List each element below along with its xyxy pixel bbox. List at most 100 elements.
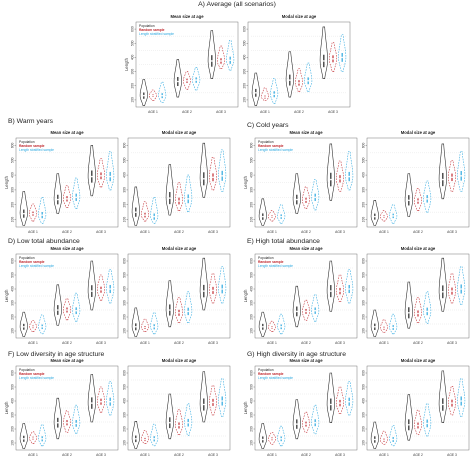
scenario-C-mean-age3-violin-random-median (339, 177, 341, 180)
scenario-E-mean-ytick-label: 200 (250, 314, 254, 320)
scenario-D-modal-frame (127, 253, 231, 339)
panel-title-modal: Modal size at age (282, 14, 317, 19)
scenario-D-mean-age3-violin-population (87, 260, 96, 311)
scenario-C-modal-xtick-label: AGE 3 (447, 230, 457, 234)
scenario-B-mean-ytick-label: 600 (11, 143, 15, 149)
scenario-A-mean-age1-violin-random (149, 89, 157, 101)
scenario-F-modal-ytick-label: 400 (123, 398, 127, 404)
scenario-B-modal-age2-violin-stratified-median (187, 198, 189, 200)
scenario-C-modal-age2-violin-stratified (423, 180, 432, 213)
scenario-C-modal-ytick-label: 600 (362, 143, 366, 149)
scenario-A-modal-age1-violin-random-median (264, 96, 266, 98)
scenario-D-mean-age3-violin-stratified-median (109, 288, 111, 290)
scenario-C-modal-xtick-label: AGE 1 (379, 230, 389, 234)
scenario-F-modal-age3-violin-population (199, 371, 208, 423)
y-axis-label: Length (4, 289, 9, 302)
scenario-C-modal-age2-violin-population-median (408, 199, 410, 202)
scenario-C-modal-age2-violin-population (404, 173, 413, 217)
scenario-A-modal-xtick-label: AGE 1 (260, 110, 270, 114)
scenario-B-mean-ytick-label: 200 (11, 202, 15, 208)
scenario-B-mean-age3-violin-stratified-median (109, 175, 111, 178)
scenario-A-mean-age3-violin-stratified (226, 40, 235, 71)
scenario-G-mean-age2-violin-stratified (311, 404, 320, 435)
scenario-C-mean-age3-violin-population (326, 143, 335, 201)
scenario-C-mean-age3-violin-population-median (330, 178, 332, 181)
scenario-G-modal-age1-violin-random-median (383, 439, 385, 442)
scenario-E-modal-ytick-label: 300 (362, 300, 366, 306)
scenario-B-mean-age2-violin-population-median (57, 198, 59, 201)
scenario-F-mean-ytick-label: 600 (11, 370, 15, 376)
scenario-G-mean-ytick-label: 500 (250, 384, 254, 390)
scenario-B-mean-xtick-label: AGE 1 (28, 230, 38, 234)
scenario-E-modal-age1-violin-random-median (383, 327, 385, 330)
panel-title-mean: Mean size at age (289, 358, 323, 363)
scenario-G-mean-age3-violin-population-median (330, 403, 332, 406)
scenario-A-modal-age1-violin-stratified (270, 78, 279, 104)
scenario-C-mean-age1-violin-stratified-median (280, 215, 282, 218)
scenario-F-modal-age1-violin-random (141, 430, 149, 444)
scenario-D-modal-age1-violin-random-median (144, 326, 146, 329)
scenario-A-modal-age1-violin-stratified-median (273, 93, 275, 96)
scenario-D-mean-age3-violin-stratified (106, 269, 115, 304)
panel-title-modal: Modal size at age (162, 246, 197, 251)
panel-title-modal: Modal size at age (401, 246, 436, 251)
scenario-D-modal-age2-violin-random (175, 297, 183, 323)
scenario-E-modal-age1-violin-population (370, 309, 379, 337)
y-axis-label: Length (124, 57, 129, 70)
scenario-B-mean-age3-violin-random-median (100, 175, 102, 177)
scenario-D-modal-age3-violin-random-median (212, 289, 214, 292)
scenario-C-mean-age2-violin-population (292, 173, 301, 214)
scenario-A-mean-xtick-label: AGE 3 (216, 110, 226, 114)
scenario-F-modal-age1-violin-random-median (144, 438, 146, 441)
scenario-A-mean-age3-violin-stratified-median (229, 59, 231, 62)
scenario-E-modal-age2-violin-population (404, 281, 413, 329)
scenario-G-modal-xtick-label: AGE 1 (379, 453, 389, 456)
scenario-F-mean-xtick-label: AGE 3 (96, 453, 106, 456)
scenario-A-mean-age1-violin-population (139, 79, 148, 106)
scenario-B-modal-age1-violin-stratified (150, 197, 159, 224)
scenario-E-mean-age2-violin-population (292, 285, 301, 328)
scenario-C-modal-age2-violin-random-median (417, 200, 419, 202)
scenario-title: A) Average (all scenarios) (198, 1, 276, 8)
scenario-A-mean-age2-violin-random (182, 71, 192, 90)
scenario-A-mean-ytick-label: 200 (131, 83, 135, 89)
scenario-G-modal-age1-violin-random (380, 430, 388, 445)
scenario-E-modal-age2-violin-random (413, 297, 423, 323)
scenario-D-modal-ytick-label: 300 (123, 300, 127, 306)
scenario-E-modal-age3-violin-random-median (451, 290, 453, 292)
scenario-E-mean-age1-violin-stratified-median (280, 326, 282, 328)
scenario-A-modal-age2-violin-random-median (298, 82, 300, 84)
scenario-E-mean-age3-violin-random (336, 274, 344, 302)
scenario-B-modal-age1-violin-stratified-median (153, 215, 155, 218)
scenario-A-modal-ytick-label: 100 (243, 97, 247, 103)
scenario-F-modal-xtick-label: AGE 1 (140, 453, 150, 456)
scenario-A-modal-ytick-label: 300 (243, 69, 247, 75)
scenario-A-mean-age1-violin-population-median (143, 94, 145, 97)
scenario-D-mean-xtick-label: AGE 1 (28, 341, 38, 345)
scenario-C-mean-age1-violin-random (267, 210, 277, 222)
scenario-C-modal-age3-violin-stratified (457, 151, 466, 192)
scenario-F-modal-age3-violin-random-median (212, 401, 214, 404)
legend-population: Population (258, 368, 274, 372)
scenario-D-mean-age3-violin-population-median (91, 290, 93, 292)
scenario-A-modal-age2-violin-population-median (289, 79, 291, 81)
scenario-E-mean-age1-violin-random-median (271, 326, 273, 329)
scenario-B-modal-age1-violin-population (131, 186, 140, 226)
scenario-B-mean-age3-violin-population-median (91, 175, 93, 178)
scenario-B-modal-frame (127, 137, 231, 228)
scenario-C-modal-age3-violin-population-median (442, 178, 444, 181)
scenario-B-modal-age1-violin-random (141, 201, 149, 222)
scenario-B-mean-xtick-label: AGE 2 (62, 230, 72, 234)
scenario-A-mean-age2-violin-population-median (177, 80, 179, 83)
scenario-E-mean-xtick-label: AGE 3 (335, 341, 345, 345)
scenario-B-mean-xtick-label: AGE 3 (96, 230, 106, 234)
scenario-D-mean-age1-violin-population-median (23, 326, 25, 328)
panel-title-mean: Mean size at age (170, 14, 204, 19)
scenario-D-modal-age3-violin-population (199, 257, 208, 311)
scenario-D-mean-ytick-label: 200 (11, 314, 15, 320)
scenario-A-mean-age3-violin-random (216, 45, 226, 70)
scenario-F-mean-age1-violin-population (19, 423, 28, 449)
scenario-B-modal-age2-violin-stratified (184, 174, 193, 212)
